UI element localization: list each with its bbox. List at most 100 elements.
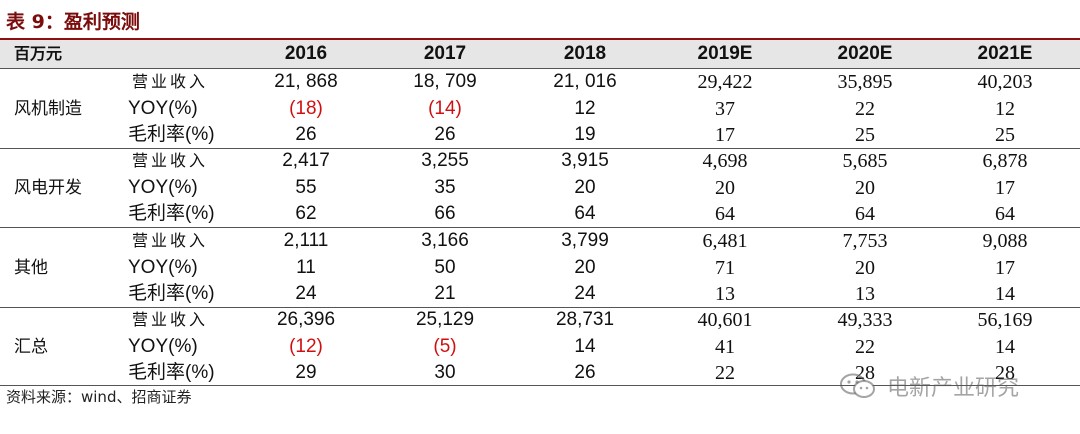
table-cell: 26: [574, 362, 596, 383]
metric-label: YOY(%): [128, 176, 198, 198]
table-cell: (18): [289, 97, 323, 119]
table-cell: 3,166: [421, 230, 469, 251]
table-cell: (12): [289, 335, 323, 357]
table-cell: (5): [433, 335, 457, 357]
table-cell: 2,111: [283, 230, 329, 251]
segment-name: 汇总: [14, 336, 48, 357]
watermark-text: 电新产业研究: [887, 376, 1020, 401]
table-cell: 71: [715, 256, 735, 279]
metric-label: 毛利率(%): [128, 283, 215, 304]
year-header-2019e: 2019E: [697, 43, 753, 64]
table-cell: 64: [855, 203, 875, 225]
table-cell: 20: [715, 176, 735, 199]
year-header-2020e: 2020E: [837, 43, 893, 64]
table-cell: 37: [715, 97, 735, 120]
table-cell: 50: [434, 256, 456, 278]
metric-label: 毛利率(%): [128, 124, 215, 145]
table-cell: 12: [574, 97, 596, 119]
table-cell: 24: [295, 283, 317, 304]
year-header-2018: 2018: [563, 43, 607, 64]
metric-label: YOY(%): [128, 97, 198, 119]
table-cell: 64: [715, 203, 735, 225]
table-cell: 35: [434, 176, 456, 198]
unit-label: 百万元: [14, 44, 63, 63]
source-note: 资料来源：wind、招商证券: [6, 388, 192, 406]
metric-label: YOY(%): [128, 335, 198, 357]
table-cell: 18, 709: [413, 71, 477, 92]
table-cell: 21: [434, 283, 456, 304]
segment-divider: [0, 306, 1080, 308]
table-cell: 30: [434, 362, 456, 383]
table-cell: 3,799: [561, 230, 609, 251]
table-cell: 28,731: [555, 309, 615, 330]
table-cell: 13: [715, 283, 735, 305]
table-cell: 28: [855, 362, 875, 384]
table-cell: 14: [574, 335, 596, 357]
table-cell: 3,255: [421, 150, 469, 171]
table-cell: 64: [574, 203, 596, 224]
metric-label: 营业收入: [132, 310, 209, 329]
table-cell: 26,396: [276, 309, 336, 330]
table-cell: 21, 016: [553, 71, 617, 92]
table-cell: 25: [855, 124, 875, 146]
table-cell: 19: [574, 124, 596, 145]
table-cell: 6,878: [982, 150, 1028, 172]
metric-label: 营业收入: [132, 72, 209, 91]
segment-divider: [0, 385, 1080, 386]
table-cell: 21, 868: [274, 71, 338, 92]
table-cell: 14: [995, 283, 1015, 305]
table-cell: 29: [295, 362, 317, 383]
table-cell: 26: [295, 124, 317, 145]
year-header-2016: 2016: [284, 43, 328, 64]
table-cell: 40,601: [697, 309, 753, 331]
table-cell: 25: [995, 124, 1015, 146]
table-cell: 2,417: [282, 150, 330, 171]
wechat-icon: [840, 373, 875, 398]
table-header: 百万元 2016 2017 2018 2019E 2020E 2021E: [0, 40, 1080, 68]
table-cell: 7,753: [842, 230, 888, 252]
table-cell: 25,129: [415, 309, 475, 330]
header-rule: [0, 68, 1080, 69]
table-cell: 56,169: [977, 309, 1033, 331]
table-cell: (14): [428, 97, 462, 119]
table-cell: 5,685: [842, 150, 888, 172]
table-cell: 40,203: [977, 71, 1033, 93]
table-cell: 26: [434, 124, 456, 145]
metric-label: YOY(%): [128, 256, 198, 278]
table-cell: 22: [855, 335, 875, 358]
table-cell: 20: [855, 256, 875, 279]
table-title: 表 9：盈利预测: [6, 11, 140, 33]
year-header-2017: 2017: [423, 43, 467, 64]
table-cell: 22: [715, 362, 735, 384]
segment-name: 其他: [14, 257, 48, 278]
title-rule: [0, 38, 1080, 40]
table-cell: 9,088: [982, 230, 1028, 252]
metric-label: 营业收入: [132, 151, 209, 170]
watermark: 电新产业研究: [838, 370, 1020, 401]
metric-label: 毛利率(%): [128, 362, 215, 383]
table-cell: 3,915: [561, 150, 609, 171]
table-cell: 22: [855, 97, 875, 120]
metric-label: 营业收入: [132, 231, 209, 250]
metric-label: 毛利率(%): [128, 203, 215, 224]
table-cell: 55: [295, 176, 317, 198]
table-cell: 12: [995, 97, 1015, 120]
table-cell: 11: [296, 256, 316, 278]
table-cell: 64: [995, 203, 1015, 225]
year-header-2021e: 2021E: [977, 43, 1033, 64]
table-cell: 66: [434, 203, 456, 224]
table-cell: 35,895: [837, 71, 893, 93]
table-cell: 62: [295, 203, 317, 224]
table-cell: 6,481: [702, 230, 748, 252]
segment-divider: [0, 226, 1080, 228]
table-cell: 28: [995, 362, 1015, 384]
table-cell: 49,333: [837, 309, 893, 331]
table-cell: 20: [574, 176, 596, 198]
table-cell: 24: [574, 283, 596, 304]
segment-name: 风电开发: [14, 177, 82, 198]
segment-name: 风机制造: [14, 98, 82, 119]
table-cell: 29,422: [697, 71, 753, 93]
segment-divider: [0, 147, 1080, 149]
table-cell: 17: [995, 176, 1015, 199]
table-cell: 17: [995, 256, 1015, 279]
